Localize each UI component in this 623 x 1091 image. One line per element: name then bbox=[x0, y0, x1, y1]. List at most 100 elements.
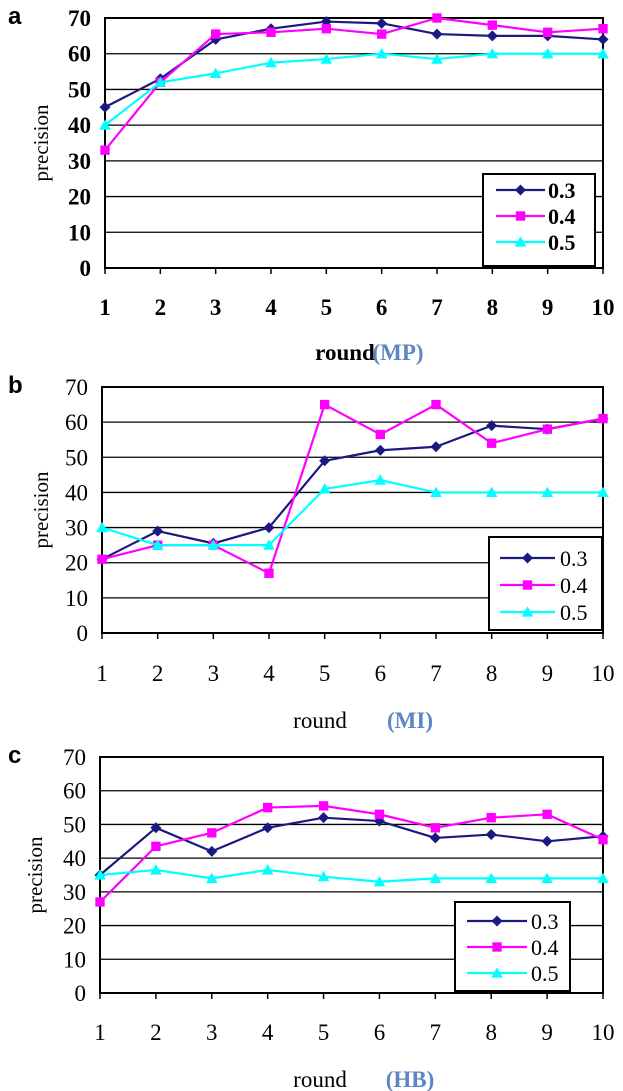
y-tick-label: 20 bbox=[63, 914, 86, 939]
data-point bbox=[266, 27, 276, 37]
x-tick-label: 8 bbox=[486, 661, 498, 686]
data-point bbox=[541, 486, 554, 498]
x-tick-label: 4 bbox=[262, 1020, 274, 1045]
data-point bbox=[598, 413, 608, 424]
data-point bbox=[151, 539, 164, 550]
legend-label: 0.5 bbox=[560, 600, 588, 625]
y-tick-label: 40 bbox=[65, 480, 88, 505]
data-point bbox=[374, 809, 385, 819]
panel-letter: c bbox=[8, 742, 21, 769]
series-line bbox=[104, 52, 603, 127]
y-tick-label: 10 bbox=[63, 947, 86, 972]
legend: 0.30.40.5 bbox=[482, 173, 596, 267]
data-point bbox=[597, 872, 609, 883]
legend-marker bbox=[515, 184, 526, 196]
x-tick-label: 7 bbox=[431, 295, 443, 320]
x-tick-label: 9 bbox=[542, 295, 554, 320]
x-tick-label: 7 bbox=[430, 661, 442, 686]
x-tick-label: 3 bbox=[206, 1020, 218, 1045]
x-tick-label: 9 bbox=[542, 661, 554, 686]
data-point bbox=[261, 864, 274, 875]
legend: 0.30.40.5 bbox=[488, 536, 603, 631]
data-point bbox=[318, 812, 330, 824]
data-point bbox=[206, 845, 218, 857]
data-point bbox=[486, 30, 498, 42]
series-0.4 bbox=[100, 13, 608, 155]
data-point bbox=[206, 872, 218, 883]
x-tick-label: 5 bbox=[319, 661, 331, 686]
plot-area-frame bbox=[101, 386, 604, 634]
data-point bbox=[150, 864, 162, 875]
data-point bbox=[263, 522, 275, 534]
y-tick-label: 60 bbox=[68, 42, 91, 67]
x-tick-label: 8 bbox=[487, 295, 499, 320]
x-axis-label: round bbox=[315, 340, 375, 365]
data-point bbox=[321, 24, 332, 34]
data-point bbox=[207, 539, 220, 550]
data-point bbox=[265, 56, 277, 68]
series-line bbox=[99, 816, 604, 876]
panel-letter: a bbox=[8, 3, 22, 30]
chart-panel-b: b 0 10 20 30 40 50 60 70 1 2 3 4 5 6 7 8 9 10 precision roun… bbox=[8, 372, 615, 733]
legend-marker bbox=[514, 236, 527, 247]
y-tick-label: 0 bbox=[75, 981, 87, 1006]
y-tick-label: 60 bbox=[63, 779, 86, 804]
series-line bbox=[99, 804, 604, 903]
data-point bbox=[207, 828, 217, 838]
legend-marker bbox=[491, 967, 503, 978]
data-point bbox=[431, 28, 443, 40]
data-point bbox=[100, 145, 110, 155]
legend-box bbox=[482, 173, 596, 267]
data-point bbox=[486, 438, 497, 448]
y-axis-label: precision bbox=[29, 471, 53, 548]
x-tick-label: 4 bbox=[265, 295, 277, 320]
data-point bbox=[373, 875, 386, 887]
x-tick-label: 2 bbox=[150, 1020, 162, 1045]
x-tick-label: 1 bbox=[96, 661, 108, 686]
x-tick-label: 4 bbox=[263, 661, 275, 686]
data-point bbox=[486, 813, 496, 823]
x-tick-label: 5 bbox=[318, 1020, 330, 1045]
x-tick-label: 2 bbox=[152, 661, 164, 686]
series-line bbox=[104, 16, 604, 151]
x-tick-label: 5 bbox=[321, 295, 333, 320]
data-point bbox=[376, 29, 387, 39]
y-tick-label: 0 bbox=[77, 621, 89, 646]
data-point bbox=[263, 539, 275, 550]
data-point bbox=[319, 455, 331, 467]
series-line bbox=[99, 868, 603, 883]
chart-panel-a: a 0 10 20 30 40 50 60 70 1 2 3 4 5 6 7 8 9 10 precision roun… bbox=[8, 3, 615, 365]
y-tick-label: 70 bbox=[65, 375, 88, 400]
legend-label: 0.4 bbox=[548, 204, 576, 229]
y-tick-label: 50 bbox=[65, 445, 88, 470]
series-0.5 bbox=[94, 864, 609, 887]
x-axis-label: round bbox=[293, 708, 347, 733]
data-point bbox=[96, 521, 108, 533]
x-tick-label: 9 bbox=[541, 1020, 553, 1045]
x-tick-label: 10 bbox=[592, 295, 615, 320]
data-point bbox=[154, 76, 167, 87]
y-axis-label: precision bbox=[23, 836, 47, 913]
y-tick-label: 20 bbox=[68, 185, 91, 210]
data-point bbox=[94, 869, 106, 880]
x-tick-label: 1 bbox=[94, 1020, 106, 1045]
y-tick-label: 60 bbox=[65, 410, 88, 435]
data-point bbox=[264, 568, 274, 578]
x-tick-label: 2 bbox=[155, 295, 167, 320]
data-point bbox=[95, 897, 105, 907]
data-point bbox=[430, 441, 442, 453]
x-tick-label: 10 bbox=[592, 661, 615, 686]
data-point bbox=[318, 801, 329, 811]
y-tick-label: 70 bbox=[63, 745, 86, 770]
data-point bbox=[209, 67, 222, 78]
data-point bbox=[597, 47, 609, 59]
y-tick-label: 50 bbox=[63, 812, 86, 837]
data-point bbox=[431, 399, 441, 410]
data-point bbox=[430, 823, 441, 833]
legend-label: 0.5 bbox=[531, 961, 559, 986]
dataset-label: (MI) bbox=[387, 708, 433, 733]
x-tick-label: 6 bbox=[375, 661, 387, 686]
data-point bbox=[374, 474, 387, 485]
data-point bbox=[210, 29, 221, 39]
legend-label: 0.3 bbox=[531, 909, 559, 934]
